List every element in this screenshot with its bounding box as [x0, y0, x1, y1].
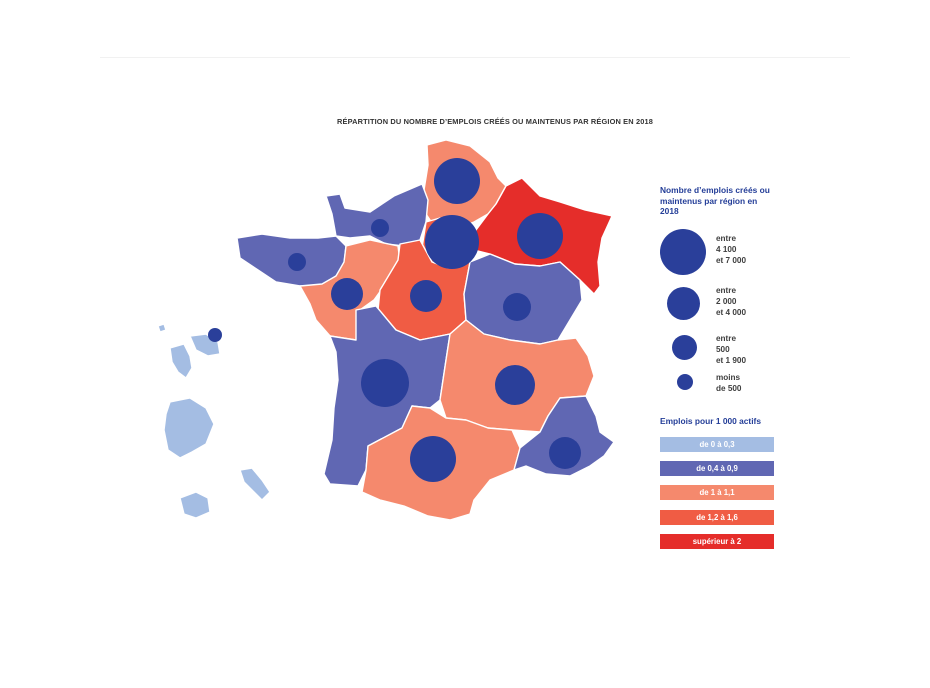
legend-size-4-line2: de 500	[716, 384, 742, 393]
legend-dot-medium	[667, 287, 700, 320]
legend-size-3-line1: entre	[716, 334, 737, 343]
bubble-guadeloupe	[208, 328, 222, 342]
legend-ratio-class-2: de 0,4 à 0,9	[660, 461, 774, 476]
bubble-auvergne-rhone-alpes	[495, 365, 535, 405]
bubble-ile-de-france	[425, 215, 479, 269]
bubble-centre	[410, 280, 442, 312]
legend-size-3-line2: 500	[716, 345, 730, 354]
region-paca	[513, 395, 615, 477]
legend-size-3-line3: et 1 900	[716, 356, 747, 365]
legend-size-1-line1: entre	[716, 234, 737, 243]
bubble-bourgogne	[503, 293, 531, 321]
bubble-hauts-de-france	[434, 158, 480, 204]
region-guyane	[163, 397, 215, 459]
region-mayotte	[239, 467, 271, 501]
bubble-bretagne	[288, 253, 306, 271]
legend: Nombre d’emplois créés ou maintenus par …	[660, 185, 800, 549]
legend-size-1-line3: et 7 000	[716, 256, 747, 265]
legend-size-2-line3: et 4 000	[716, 308, 747, 317]
legend-ratio-class-5: supérieur à 2	[660, 534, 774, 549]
bubble-occitanie	[410, 436, 456, 482]
legend-size-4-line1: moins	[716, 373, 741, 382]
legend-size-1-line2: 4 100	[716, 245, 737, 254]
bubble-normandie	[371, 219, 389, 237]
legend-ratio-class-4: de 1,2 à 1,6	[660, 510, 774, 525]
legend-size-2-line2: 2 000	[716, 297, 737, 306]
legend-ratio-class-1: de 0 à 0,3	[660, 437, 774, 452]
bubble-pays-de-la-loire	[331, 278, 363, 310]
legend-ratio-heading: Emplois pour 1 000 actifs	[660, 416, 761, 426]
bubble-nouvelle-aquitaine	[361, 359, 409, 407]
region-martinique	[157, 323, 167, 333]
bubble-paca	[549, 437, 581, 469]
region-la-reunion	[179, 491, 211, 519]
top-rule	[100, 57, 850, 58]
legend-size-2-line1: entre	[716, 286, 737, 295]
legend-dot-large	[660, 229, 706, 275]
legend-ratio-class-3: de 1 à 1,1	[660, 485, 774, 500]
bubble-grand-est	[517, 213, 563, 259]
map-title: RÉPARTITION DU NOMBRE D’EMPLOIS CRÉÉS OU…	[337, 117, 653, 126]
region-guadeloupe	[169, 333, 221, 379]
legend-dot-small	[672, 335, 697, 360]
legend-jobs-heading: Nombre d’emplois créés ou maintenus par …	[660, 185, 770, 216]
legend-dot-tiny	[677, 374, 693, 390]
region-normandie	[325, 183, 429, 247]
